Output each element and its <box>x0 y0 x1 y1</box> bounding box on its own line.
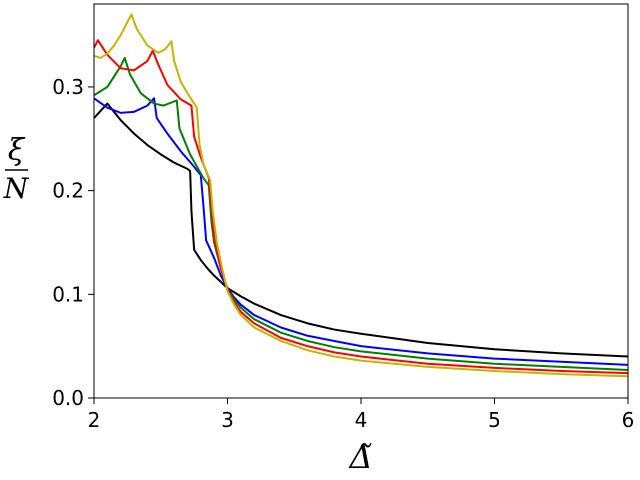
x-axis-title: Δ̃ <box>347 438 372 476</box>
series-line-1 <box>93 102 629 358</box>
y-axis: 0.0 0.1 0.2 0.3 <box>52 75 94 410</box>
y-axis-title-numerator: ξ <box>8 133 26 168</box>
x-tick-label: 5 <box>488 408 501 432</box>
series-line-3 <box>93 56 629 372</box>
x-tick-label: 2 <box>88 408 101 432</box>
y-tick-label: 0.2 <box>52 179 84 203</box>
y-tick-label: 0.3 <box>52 75 84 99</box>
plot-lines <box>93 13 629 378</box>
series-line-5 <box>93 13 629 378</box>
x-tick-label: 4 <box>355 408 368 432</box>
series-line-2 <box>93 97 629 366</box>
y-tick-label: 0.0 <box>52 386 84 410</box>
x-tick-label: 6 <box>622 408 635 432</box>
y-tick-label: 0.1 <box>52 282 84 306</box>
y-axis-title-denominator: N <box>3 172 30 205</box>
x-axis: 2 3 4 5 6 <box>88 398 635 432</box>
x-tick-label: 3 <box>221 408 234 432</box>
series-line-4 <box>93 39 629 375</box>
